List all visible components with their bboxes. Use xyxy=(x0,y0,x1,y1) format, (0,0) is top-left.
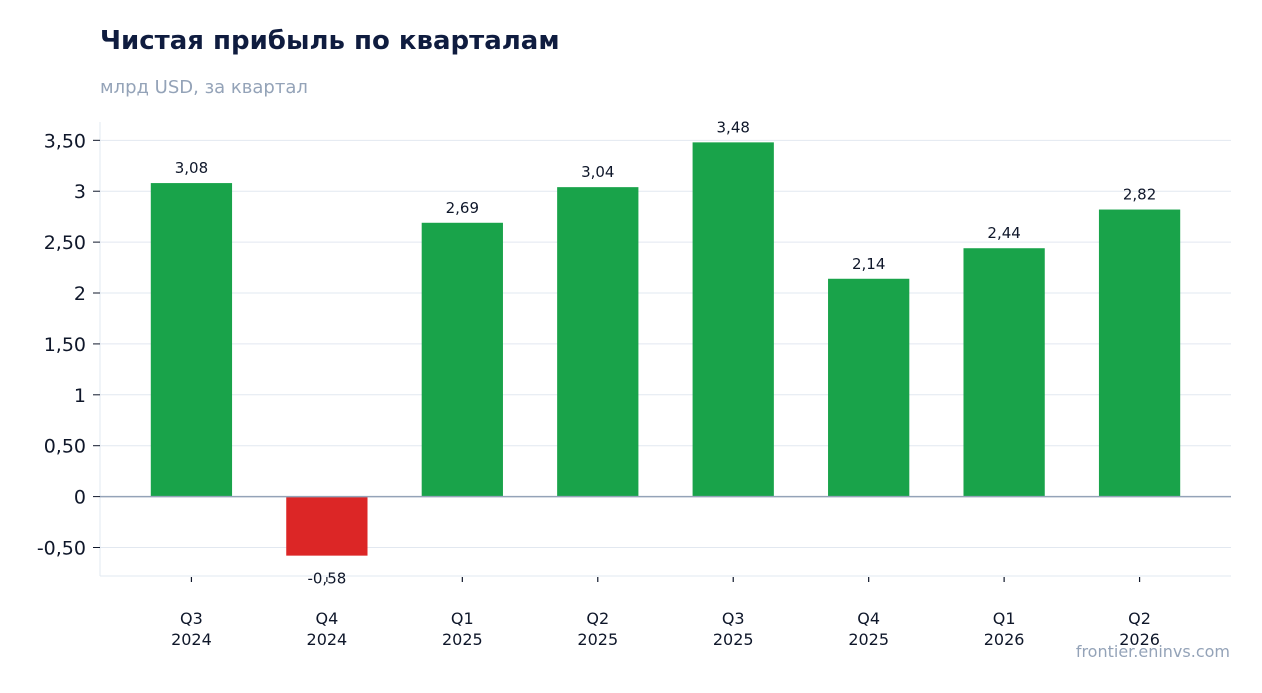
y-tick-label: 3,50 xyxy=(44,130,86,152)
x-tick-label-quarter: Q4 xyxy=(857,609,880,628)
y-tick-label: 2 xyxy=(74,283,86,305)
chart-title: Чистая прибыль по кварталам xyxy=(100,26,560,56)
y-tick-label: 0 xyxy=(74,487,86,509)
x-tick-label-year: 2025 xyxy=(577,630,618,649)
bar xyxy=(1098,209,1181,497)
x-tick-label-year: 2025 xyxy=(848,630,889,649)
x-tick-label-year: 2024 xyxy=(307,630,348,649)
x-tick-label-quarter: Q1 xyxy=(993,609,1016,628)
y-tick-label: 0,50 xyxy=(44,436,86,458)
bar xyxy=(557,187,639,497)
y-tick-label: 3 xyxy=(74,181,86,203)
x-tick-label-quarter: Q3 xyxy=(180,609,203,628)
x-tick-label-year: 2026 xyxy=(984,630,1025,649)
x-tick-label-quarter: Q4 xyxy=(315,609,338,628)
x-tick-label-quarter: Q2 xyxy=(586,609,609,628)
data-label: 3,04 xyxy=(581,163,614,181)
chart-subtitle: млрд USD, за квартал xyxy=(100,77,308,98)
data-label: 2,44 xyxy=(987,224,1020,242)
bar xyxy=(828,278,910,497)
x-tick-label-quarter: Q2 xyxy=(1128,609,1151,628)
bar xyxy=(692,142,774,497)
bar xyxy=(963,248,1045,497)
x-tick-label-quarter: Q1 xyxy=(451,609,474,628)
data-label: 3,08 xyxy=(175,159,208,177)
y-tick-label: 1,50 xyxy=(44,334,86,356)
bar xyxy=(421,222,503,497)
x-tick-label-quarter: Q3 xyxy=(722,609,745,628)
x-tick-label-year: 2024 xyxy=(171,630,212,649)
bar xyxy=(286,496,368,556)
x-tick-label-year: 2025 xyxy=(713,630,754,649)
y-tick-label: 1 xyxy=(74,385,86,407)
data-label: 2,69 xyxy=(446,199,479,217)
data-label: 3,48 xyxy=(717,118,750,136)
source-credit: frontier.eninvs.com xyxy=(1075,642,1230,661)
data-label: 2,14 xyxy=(852,255,885,273)
y-tick-label: -0,50 xyxy=(37,537,86,559)
bar xyxy=(150,183,233,497)
x-tick-label-year: 2025 xyxy=(442,630,483,649)
x-tick-label-year: 2026 xyxy=(1119,630,1160,649)
y-tick-label: 2,50 xyxy=(44,232,86,254)
data-label: 2,82 xyxy=(1123,186,1156,204)
